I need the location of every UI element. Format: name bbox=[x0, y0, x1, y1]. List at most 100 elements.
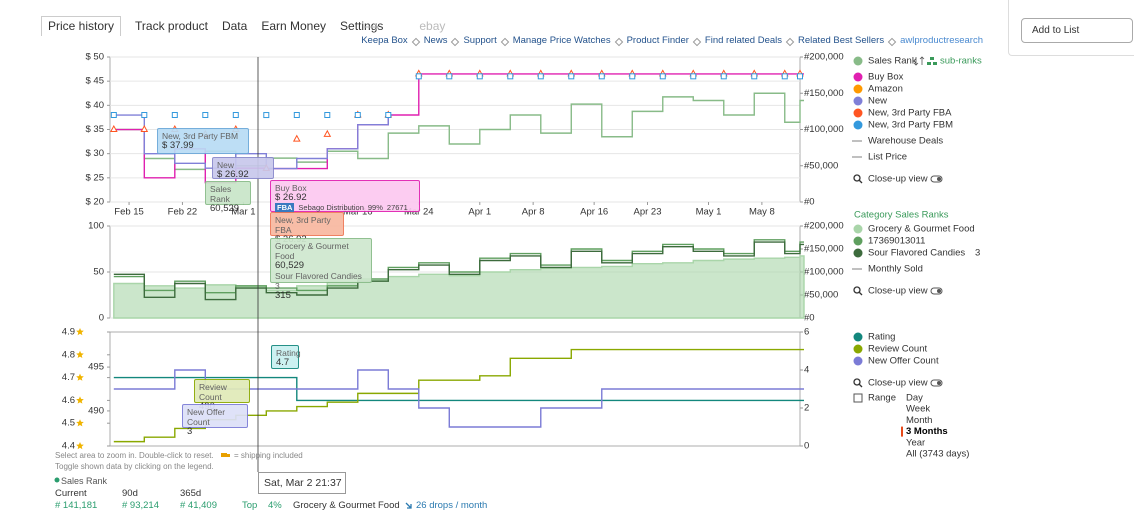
tick-label: #100,000 bbox=[804, 267, 844, 278]
range-label: Range bbox=[868, 393, 896, 404]
tick-label: 4.6 bbox=[62, 395, 75, 406]
legend-dot bbox=[853, 332, 863, 342]
tooltip: New $ 26.92 bbox=[212, 157, 274, 180]
tooltip-label: Review Count bbox=[199, 382, 227, 402]
legend-label[interactable]: List Price bbox=[868, 152, 907, 163]
range-option[interactable]: All (3743 days) bbox=[906, 449, 969, 460]
top-label: Top bbox=[242, 500, 258, 511]
legend-label[interactable]: Warehouse Deals bbox=[868, 136, 943, 147]
tooltip: Review Count490 bbox=[194, 379, 250, 412]
tab[interactable]: ebay bbox=[419, 19, 446, 33]
legend-dot bbox=[853, 248, 863, 258]
separator bbox=[887, 37, 897, 47]
fbm-marker bbox=[720, 73, 727, 80]
tooltip: Buy Box $ 26.92 FBA Sebago Distribution 99%… bbox=[270, 180, 420, 213]
separator bbox=[411, 37, 420, 47]
legend-dot bbox=[853, 96, 863, 106]
x-tick-label: Apr 23 bbox=[634, 207, 662, 218]
x-tick-label: Apr 1 bbox=[468, 207, 491, 218]
link[interactable]: Related Best Sellers bbox=[798, 35, 885, 46]
legend-label[interactable]: New Offer Count bbox=[868, 356, 939, 367]
toggle[interactable] bbox=[930, 287, 943, 295]
legend-label[interactable]: Amazon bbox=[868, 84, 903, 95]
fbm-marker bbox=[232, 112, 239, 118]
separator bbox=[785, 37, 795, 47]
fbm-marker bbox=[537, 73, 544, 80]
legend-label[interactable]: Buy Box bbox=[868, 72, 904, 83]
toggle[interactable] bbox=[930, 175, 943, 183]
link[interactable]: Product Finder bbox=[626, 35, 689, 46]
x-tick-label: May 8 bbox=[749, 207, 775, 218]
legend-label[interactable]: Review Count bbox=[868, 344, 927, 355]
tick-label: 4.9 bbox=[62, 327, 75, 338]
fbm-marker bbox=[110, 112, 117, 118]
tab[interactable]: Data bbox=[221, 19, 248, 33]
tab[interactable]: Settings bbox=[340, 19, 384, 33]
link[interactable]: News bbox=[423, 35, 448, 46]
links: Keepa Box News Support Manage Price Watc… bbox=[361, 35, 983, 47]
toggle-knob bbox=[937, 381, 941, 385]
fbm-marker bbox=[781, 73, 788, 80]
legend-label[interactable]: New, 3rd Party FBM bbox=[868, 120, 953, 131]
legend-label[interactable]: Sales Rank bbox=[868, 56, 917, 67]
tick-label: 4.4 bbox=[62, 441, 75, 452]
legend-note[interactable]: sub-ranks bbox=[940, 56, 982, 67]
fba-marker bbox=[140, 124, 149, 132]
tooltip: New Offer Count 3 bbox=[182, 404, 248, 437]
fba-badge: FBA bbox=[275, 203, 295, 213]
tooltip-label: New Offer Count bbox=[187, 407, 226, 427]
x-tick-label: Mar 24 bbox=[404, 207, 434, 218]
tick-label: $ 40 bbox=[86, 100, 105, 111]
seller-row: FBA Sebago Distribution 99% 27671 bbox=[275, 203, 415, 213]
legend-dot bbox=[853, 236, 863, 246]
star-icon bbox=[76, 328, 84, 336]
tick-label: 2 bbox=[804, 403, 809, 414]
fbm-marker bbox=[202, 112, 209, 118]
toggle[interactable] bbox=[930, 379, 943, 387]
closeup-label[interactable]: Close-up view bbox=[868, 286, 928, 297]
tab[interactable]: Earn Money bbox=[261, 19, 327, 33]
fbm-marker bbox=[263, 112, 270, 119]
tab[interactable]: Track product bbox=[135, 19, 208, 33]
tick-label: $ 25 bbox=[86, 172, 105, 183]
range-option[interactable]: 3 Months bbox=[906, 426, 948, 437]
link[interactable]: Support bbox=[463, 35, 497, 46]
star-icon bbox=[76, 350, 84, 358]
link[interactable]: awlproductresearch bbox=[900, 35, 983, 46]
legend-label[interactable]: New, 3rd Party FBA bbox=[868, 108, 952, 119]
tick-label: $ 30 bbox=[86, 148, 105, 159]
legend-label[interactable]: Rating bbox=[868, 332, 895, 343]
range-option[interactable]: Week bbox=[906, 404, 930, 415]
legend-label[interactable]: 17369013011 bbox=[868, 236, 925, 247]
hint: Toggle shown data by clicking on the leg… bbox=[55, 462, 214, 471]
tick-label: 50 bbox=[93, 267, 104, 278]
link[interactable]: Find related Deals bbox=[704, 35, 783, 46]
tooltip-label: Buy Box bbox=[275, 183, 307, 193]
range-option[interactable]: Month bbox=[906, 415, 932, 426]
tooltip: New, 3rd Party FBA$ 26.92 bbox=[270, 212, 344, 245]
legend-dot bbox=[853, 108, 863, 118]
toggle-knob bbox=[937, 289, 941, 293]
star-icon bbox=[76, 396, 84, 404]
legend-label[interactable]: New bbox=[868, 96, 887, 107]
truck-icon bbox=[221, 453, 230, 457]
closeup-label[interactable]: Close-up view bbox=[868, 174, 928, 185]
link[interactable]: Keepa Box bbox=[361, 35, 408, 46]
add-to-list[interactable]: Add to List bbox=[1021, 18, 1133, 43]
legend-label[interactable]: Sour Flavored Candies bbox=[868, 248, 965, 259]
fbm-marker bbox=[293, 112, 300, 118]
x-tick-label: Feb 22 bbox=[168, 207, 198, 218]
tooltip-value: 60,529 bbox=[210, 203, 240, 214]
link[interactable]: Manage Price Watches bbox=[512, 35, 611, 46]
tab[interactable]: Price history bbox=[41, 16, 122, 36]
tooltip-value: $ 26.92 bbox=[217, 169, 249, 180]
range-option[interactable]: Year bbox=[906, 437, 925, 448]
range-option[interactable]: Day bbox=[906, 393, 923, 404]
search-icon-handle bbox=[858, 383, 863, 388]
closeup-label[interactable]: Close-up view bbox=[868, 378, 928, 389]
top-category: Grocery & Gourmet Food bbox=[293, 500, 400, 511]
legend-label[interactable]: Grocery & Gourmet Food bbox=[868, 224, 975, 235]
toggle-knob bbox=[937, 177, 941, 181]
legend-label[interactable]: Monthly Sold bbox=[868, 264, 923, 275]
